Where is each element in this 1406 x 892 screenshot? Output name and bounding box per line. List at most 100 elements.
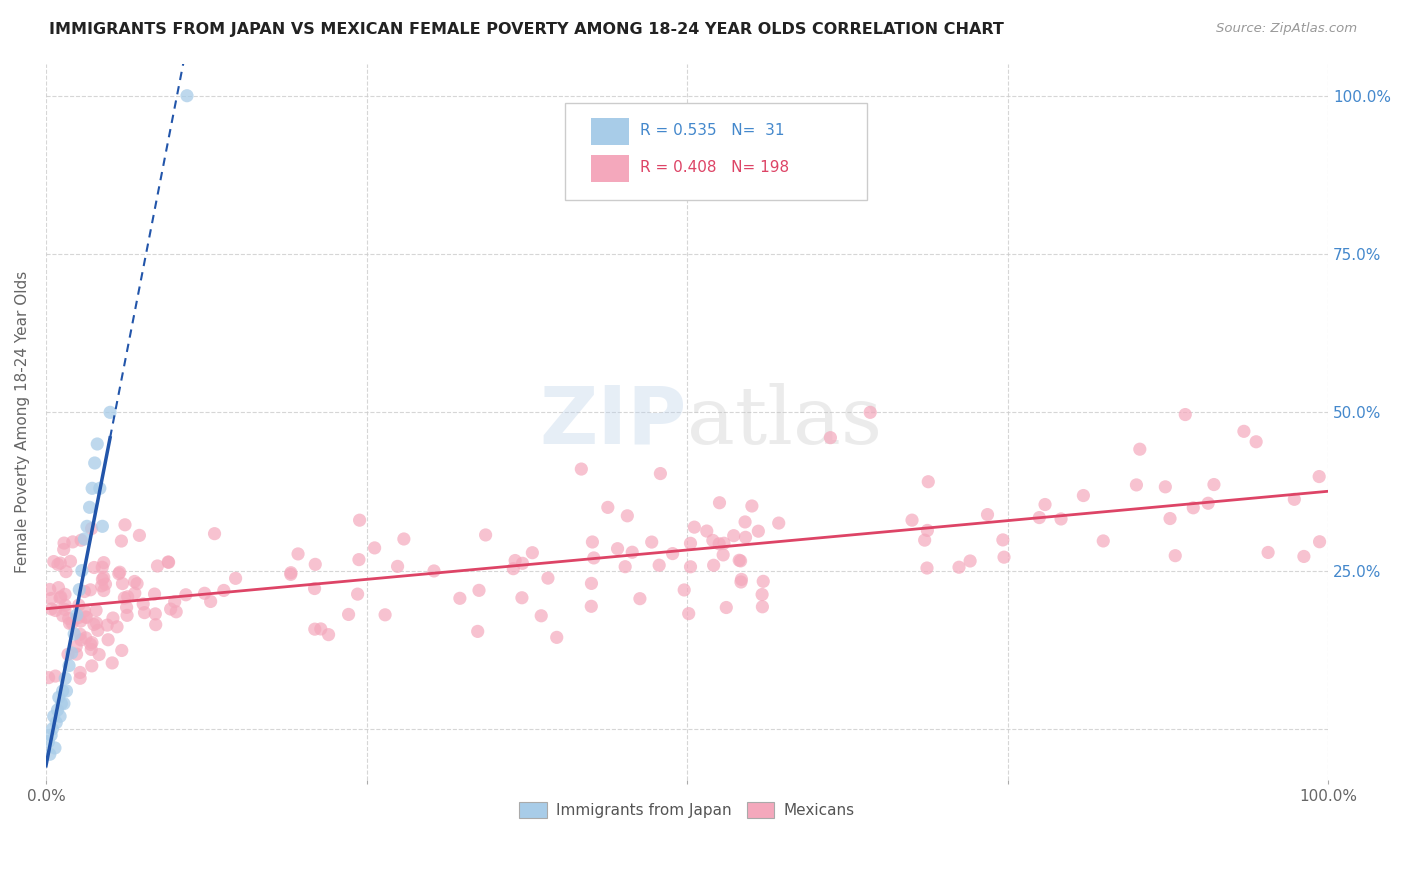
Point (917, 524, 939, 538)
Point (42, 709, 65, 723)
Point (1308, 469, 1330, 483)
Point (1182, 500, 1205, 515)
Point (80, 635, 103, 649)
Point (125, 576, 148, 591)
Point (581, 576, 603, 591)
Point (39, 728, 62, 742)
Point (1257, 545, 1279, 559)
Point (304, 622, 326, 636)
Point (304, 558, 326, 572)
Point (41, 602, 63, 616)
Point (80, 642, 103, 657)
Point (69, 614, 91, 628)
Text: R = 0.535   N=  31: R = 0.535 N= 31 (640, 123, 785, 138)
Point (1174, 408, 1197, 422)
Point (174, 588, 197, 602)
Point (387, 559, 409, 574)
Point (59, 554, 82, 568)
Point (96, 618, 118, 632)
Point (569, 462, 592, 476)
Legend: Immigrants from Japan, Mexicans: Immigrants from Japan, Mexicans (512, 795, 862, 826)
Point (1292, 549, 1315, 564)
Point (38, 747, 60, 762)
Point (628, 591, 651, 606)
Point (49, 709, 72, 723)
Point (115, 608, 138, 623)
Point (80, 659, 103, 673)
Point (80, 522, 103, 536)
Point (510, 591, 533, 605)
Point (1233, 425, 1256, 439)
Point (73, 584, 96, 599)
Point (621, 545, 644, 559)
Point (959, 554, 981, 568)
Point (93, 570, 115, 584)
Point (56, 648, 79, 662)
Point (60, 646, 83, 660)
Point (1028, 510, 1050, 524)
Point (679, 559, 702, 574)
Point (42, 555, 65, 569)
Point (914, 533, 936, 548)
Point (51, 697, 73, 711)
Point (679, 536, 702, 550)
Point (65, 647, 87, 661)
Point (287, 547, 309, 561)
Point (582, 550, 605, 565)
Point (1073, 489, 1095, 503)
Point (606, 541, 628, 556)
Point (143, 587, 166, 601)
Point (91, 560, 114, 574)
Point (70, 564, 93, 578)
Point (915, 561, 938, 575)
Point (337, 607, 360, 622)
Point (1125, 478, 1147, 492)
Point (309, 622, 332, 636)
Point (673, 582, 696, 597)
Point (716, 600, 738, 615)
Point (702, 533, 724, 548)
Point (1092, 533, 1115, 548)
Text: IMMIGRANTS FROM JAPAN VS MEXICAN FEMALE POVERTY AMONG 18-24 YEAR OLDS CORRELATIO: IMMIGRANTS FROM JAPAN VS MEXICAN FEMALE … (49, 22, 1004, 37)
Point (83, 560, 105, 574)
Point (83, 456, 105, 470)
Point (752, 574, 775, 589)
Point (53, 536, 76, 550)
Point (734, 515, 756, 529)
Point (468, 583, 491, 598)
Point (110, 534, 132, 549)
Point (124, 586, 146, 600)
Point (101, 656, 124, 670)
Point (157, 555, 180, 569)
Point (1050, 512, 1073, 526)
Point (859, 405, 882, 419)
Point (53, 587, 76, 601)
Point (91, 519, 114, 533)
Point (46, 703, 69, 717)
Point (347, 552, 370, 566)
Point (751, 599, 773, 614)
Point (70, 632, 93, 647)
Point (346, 587, 368, 601)
Point (70, 533, 93, 548)
Point (363, 541, 385, 555)
Point (128, 528, 150, 542)
Point (474, 528, 496, 542)
Point (111, 576, 134, 591)
Point (467, 624, 489, 639)
Point (82, 481, 104, 495)
Point (1164, 549, 1187, 563)
FancyBboxPatch shape (591, 118, 630, 145)
Point (713, 536, 735, 550)
Point (641, 535, 664, 549)
Point (723, 529, 745, 543)
Point (58, 611, 80, 625)
Point (80, 637, 103, 651)
Point (661, 547, 683, 561)
Point (66, 607, 89, 622)
Point (696, 524, 718, 538)
Point (52, 684, 75, 698)
Point (67, 582, 90, 597)
Text: Source: ZipAtlas.com: Source: ZipAtlas.com (1216, 22, 1357, 36)
Point (83, 617, 105, 632)
